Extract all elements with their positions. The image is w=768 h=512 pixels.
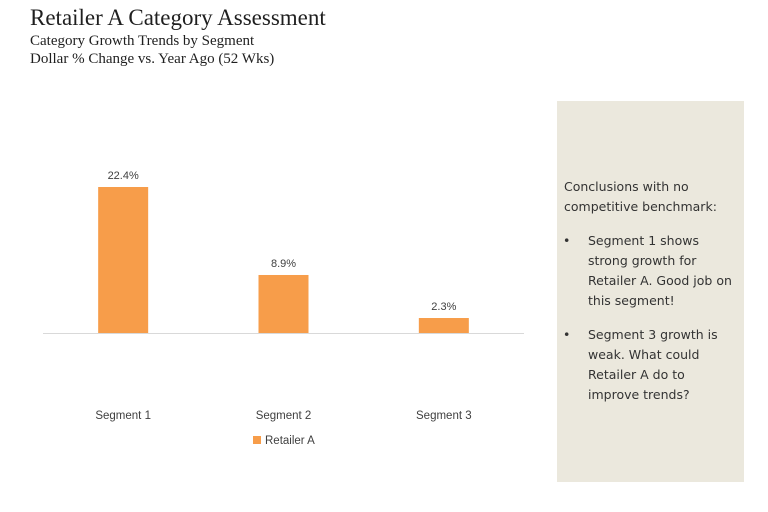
subtitle-line-2: Dollar % Change vs. Year Ago (52 Wks) xyxy=(30,51,275,67)
conclusions-heading: Conclusions with no competitive benchmar… xyxy=(564,179,717,214)
page-title: Retailer A Category Assessment xyxy=(30,5,326,30)
category-label-3: Segment 3 xyxy=(416,410,472,422)
bar-data-label-3: 2.3% xyxy=(431,301,456,313)
category-label-2: Segment 2 xyxy=(256,410,312,422)
bullet-icon: • xyxy=(563,233,571,248)
conclusion-item-2: • Segment 3 growth is weak. What could R… xyxy=(557,325,744,405)
category-label-1: Segment 1 xyxy=(95,410,151,422)
conclusion-item-1: • Segment 1 shows strong growth for Reta… xyxy=(557,231,744,311)
bar-2 xyxy=(258,274,309,333)
conclusions-list: • Segment 1 shows strong growth for Reta… xyxy=(557,231,744,419)
bar-data-label-1: 22.4% xyxy=(108,170,139,182)
bar-3 xyxy=(418,318,469,333)
bar-chart: 22.4% Segment 1 8.9% Segment 2 2.3% Segment 3… xyxy=(43,170,524,447)
conclusion-text-2: Segment 3 growth is weak. What could Ret… xyxy=(588,327,718,402)
bar-data-label-2: 8.9% xyxy=(271,258,296,270)
conclusions-panel: Conclusions with no competitive benchmar… xyxy=(557,101,744,482)
title-block: Retailer A Category Assessment Category … xyxy=(30,4,326,68)
bar-1 xyxy=(98,187,149,333)
legend-label: Retailer A xyxy=(265,435,315,447)
legend-swatch xyxy=(253,436,261,444)
bullet-icon: • xyxy=(563,327,571,342)
subtitle-line-1: Category Growth Trends by Segment xyxy=(30,33,255,49)
conclusion-text-1: Segment 1 shows strong growth for Retail… xyxy=(588,233,732,308)
